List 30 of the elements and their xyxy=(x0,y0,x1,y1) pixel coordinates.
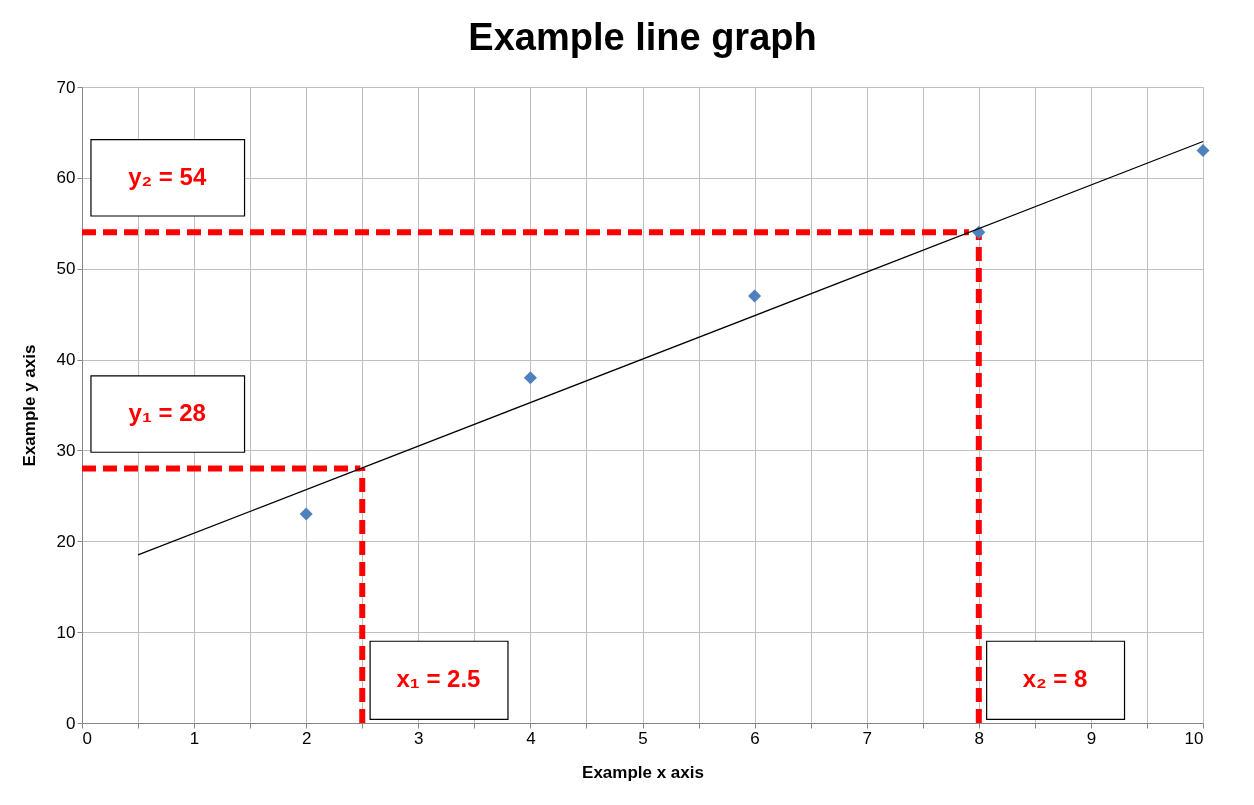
x-tick-label: 2 xyxy=(301,728,312,748)
y-tick-label: 60 xyxy=(56,168,76,188)
ref-line-label: y₂ = 54 xyxy=(128,162,207,190)
point xyxy=(748,289,762,303)
x-tick-label: 3 xyxy=(414,728,424,748)
x-tick-label: 10 xyxy=(1184,728,1204,748)
y-tick-label: 30 xyxy=(56,440,76,460)
y-tick-label: 70 xyxy=(56,77,76,97)
y-tick-label: 40 xyxy=(56,350,76,370)
point xyxy=(299,507,313,521)
x-tick-label: 0 xyxy=(82,728,92,748)
x-tick-label: 9 xyxy=(1086,728,1097,748)
x-tick-label: 1 xyxy=(189,728,200,748)
y-tick-label: 10 xyxy=(56,622,76,642)
point xyxy=(523,371,537,385)
ref-line-label: x₁ = 2.5 xyxy=(396,665,481,693)
ref-line-label: y₁ = 28 xyxy=(128,399,206,427)
y-tick-label: 50 xyxy=(56,259,76,279)
x-tick-label: 6 xyxy=(750,728,760,748)
y-axis-title: Example y axis xyxy=(19,344,39,467)
ref-line-label: x₂ = 8 xyxy=(1022,665,1088,693)
x-tick-label: 8 xyxy=(974,728,985,748)
y-tick-label: 20 xyxy=(56,531,76,551)
x-axis-title: Example x axis xyxy=(582,762,704,782)
x-tick-label: 5 xyxy=(638,728,648,748)
y-tick-label: 0 xyxy=(66,713,76,733)
x-tick-label: 4 xyxy=(526,728,536,748)
point xyxy=(1196,144,1210,158)
x-tick-label: 7 xyxy=(862,728,872,748)
chart-title: Example line graph xyxy=(468,16,817,58)
